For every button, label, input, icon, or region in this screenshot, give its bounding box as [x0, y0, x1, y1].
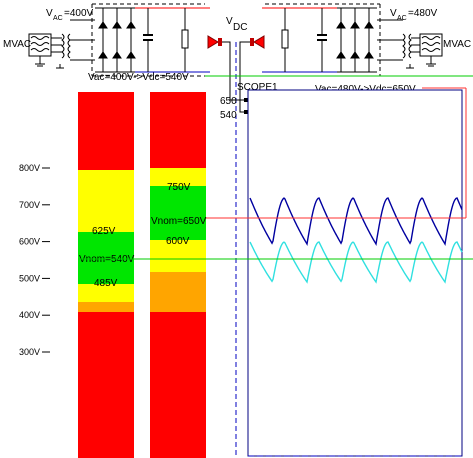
left-vac-prefix: V — [46, 8, 53, 19]
scale-tick-label: 500V — [19, 273, 40, 283]
left-bar-label-1: 625V — [92, 226, 116, 237]
scope-block: SCOPE1 650 540 — [220, 82, 463, 457]
right-ground-icon — [406, 64, 414, 69]
left-source-block — [28, 33, 52, 67]
right-voltage-bar: 750V Vnom=650V 600V — [150, 92, 207, 458]
scale-tick-label: 300V — [19, 347, 40, 357]
voltage-scale: 800V 700V 600V 500V 400V 300V — [19, 163, 50, 357]
left-dc-bus — [91, 3, 210, 77]
left-transformer-icon — [51, 19, 95, 61]
voltage-band-bars: 625V Vnom=540V 485V 750V Vnom=650V 600V — [78, 92, 207, 458]
right-connector-icon — [250, 35, 265, 49]
scope-title: SCOPE1 — [237, 82, 278, 93]
left-ground-icon — [56, 64, 64, 69]
scale-tick-label: 800V — [19, 163, 40, 173]
left-vac-subscript: AC — [53, 15, 63, 22]
left-mvac-label: MVAC — [3, 39, 31, 50]
right-vac-subscript: AC — [397, 15, 407, 22]
left-connector-icon — [207, 35, 222, 49]
scope-input-label-1: 650 — [220, 96, 237, 107]
right-vac-value: =480V — [408, 8, 438, 19]
left-vac-value: =400V — [64, 8, 94, 19]
left-converter: V AC =400V MVAC — [3, 3, 222, 77]
right-diode-bridge-icon — [336, 7, 377, 73]
dc-link-wires — [222, 41, 250, 458]
right-source-block — [419, 33, 443, 67]
scale-tick-label: 600V — [19, 237, 40, 247]
waveform-540v — [249, 241, 463, 284]
left-diode-bridge-icon — [95, 7, 136, 73]
right-mvac-label: MVAC — [443, 39, 471, 50]
right-bar-label-3: 600V — [166, 236, 190, 247]
scope-input-label-2: 540 — [220, 110, 237, 121]
left-voltage-bar: 625V Vnom=540V 485V — [78, 92, 135, 458]
left-bar-label-3: 485V — [94, 278, 118, 289]
scope-screen — [247, 89, 463, 457]
scale-tick-label: 400V — [19, 310, 40, 320]
right-transformer-icon — [377, 19, 420, 61]
left-legend-text: Vac=400V->Vdc=540V — [88, 72, 189, 83]
right-bar-label-2: Vnom=650V — [151, 216, 207, 227]
scale-tick-label: 700V — [19, 200, 40, 210]
vdc-subscript: DC — [233, 22, 247, 33]
right-dc-bus — [262, 3, 381, 77]
right-bar-label-1: 750V — [167, 182, 191, 193]
waveform-650v — [249, 197, 463, 247]
vdc-prefix: V — [226, 16, 233, 27]
right-vac-prefix: V — [390, 8, 397, 19]
right-converter: V AC =480V MVAC — [250, 3, 471, 77]
